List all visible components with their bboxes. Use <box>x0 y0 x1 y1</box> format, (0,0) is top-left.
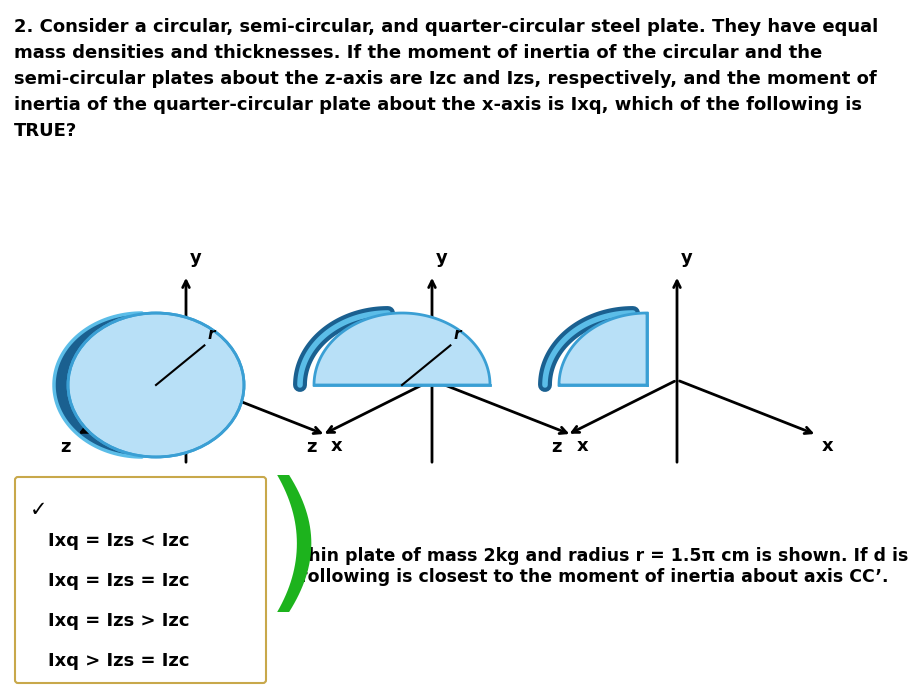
Text: semi-circular plates about the z-axis are Izc and Izs, respectively, and the mom: semi-circular plates about the z-axis ar… <box>14 70 876 88</box>
Text: x: x <box>331 437 343 455</box>
Polygon shape <box>559 313 647 385</box>
Text: ): ) <box>265 475 325 625</box>
Text: thin plate of mass 2kg and radius r = 1.5π cm is shown. If d is
following is clo: thin plate of mass 2kg and radius r = 1.… <box>300 547 908 586</box>
FancyBboxPatch shape <box>15 477 266 683</box>
Polygon shape <box>314 313 490 385</box>
Text: mass densities and thicknesses. If the moment of inertia of the circular and the: mass densities and thicknesses. If the m… <box>14 44 823 62</box>
Ellipse shape <box>54 313 230 457</box>
Text: r: r <box>207 327 215 343</box>
Text: Ixq = Izs < Izc: Ixq = Izs < Izc <box>48 532 189 550</box>
Text: y: y <box>436 249 448 267</box>
Text: z: z <box>60 438 71 456</box>
Text: x: x <box>577 437 589 455</box>
Text: z: z <box>551 438 562 456</box>
Text: 2. Consider a circular, semi-circular, and quarter-circular steel plate. They ha: 2. Consider a circular, semi-circular, a… <box>14 18 878 36</box>
Text: Ixq = Izs = Izc: Ixq = Izs = Izc <box>48 572 189 590</box>
Text: x: x <box>822 437 834 455</box>
Text: y: y <box>190 249 202 267</box>
Text: ✓: ✓ <box>30 500 47 520</box>
Text: Ixq = Izs > Izc: Ixq = Izs > Izc <box>48 612 189 630</box>
Text: z: z <box>307 438 317 456</box>
Text: Ixq > Izs = Izc: Ixq > Izs = Izc <box>48 652 189 670</box>
Text: inertia of the quarter-circular plate about the x-axis is Ixq, which of the foll: inertia of the quarter-circular plate ab… <box>14 96 862 114</box>
Text: y: y <box>681 249 693 267</box>
Text: r: r <box>453 327 460 343</box>
Text: TRUE?: TRUE? <box>14 122 77 140</box>
Ellipse shape <box>68 313 244 457</box>
